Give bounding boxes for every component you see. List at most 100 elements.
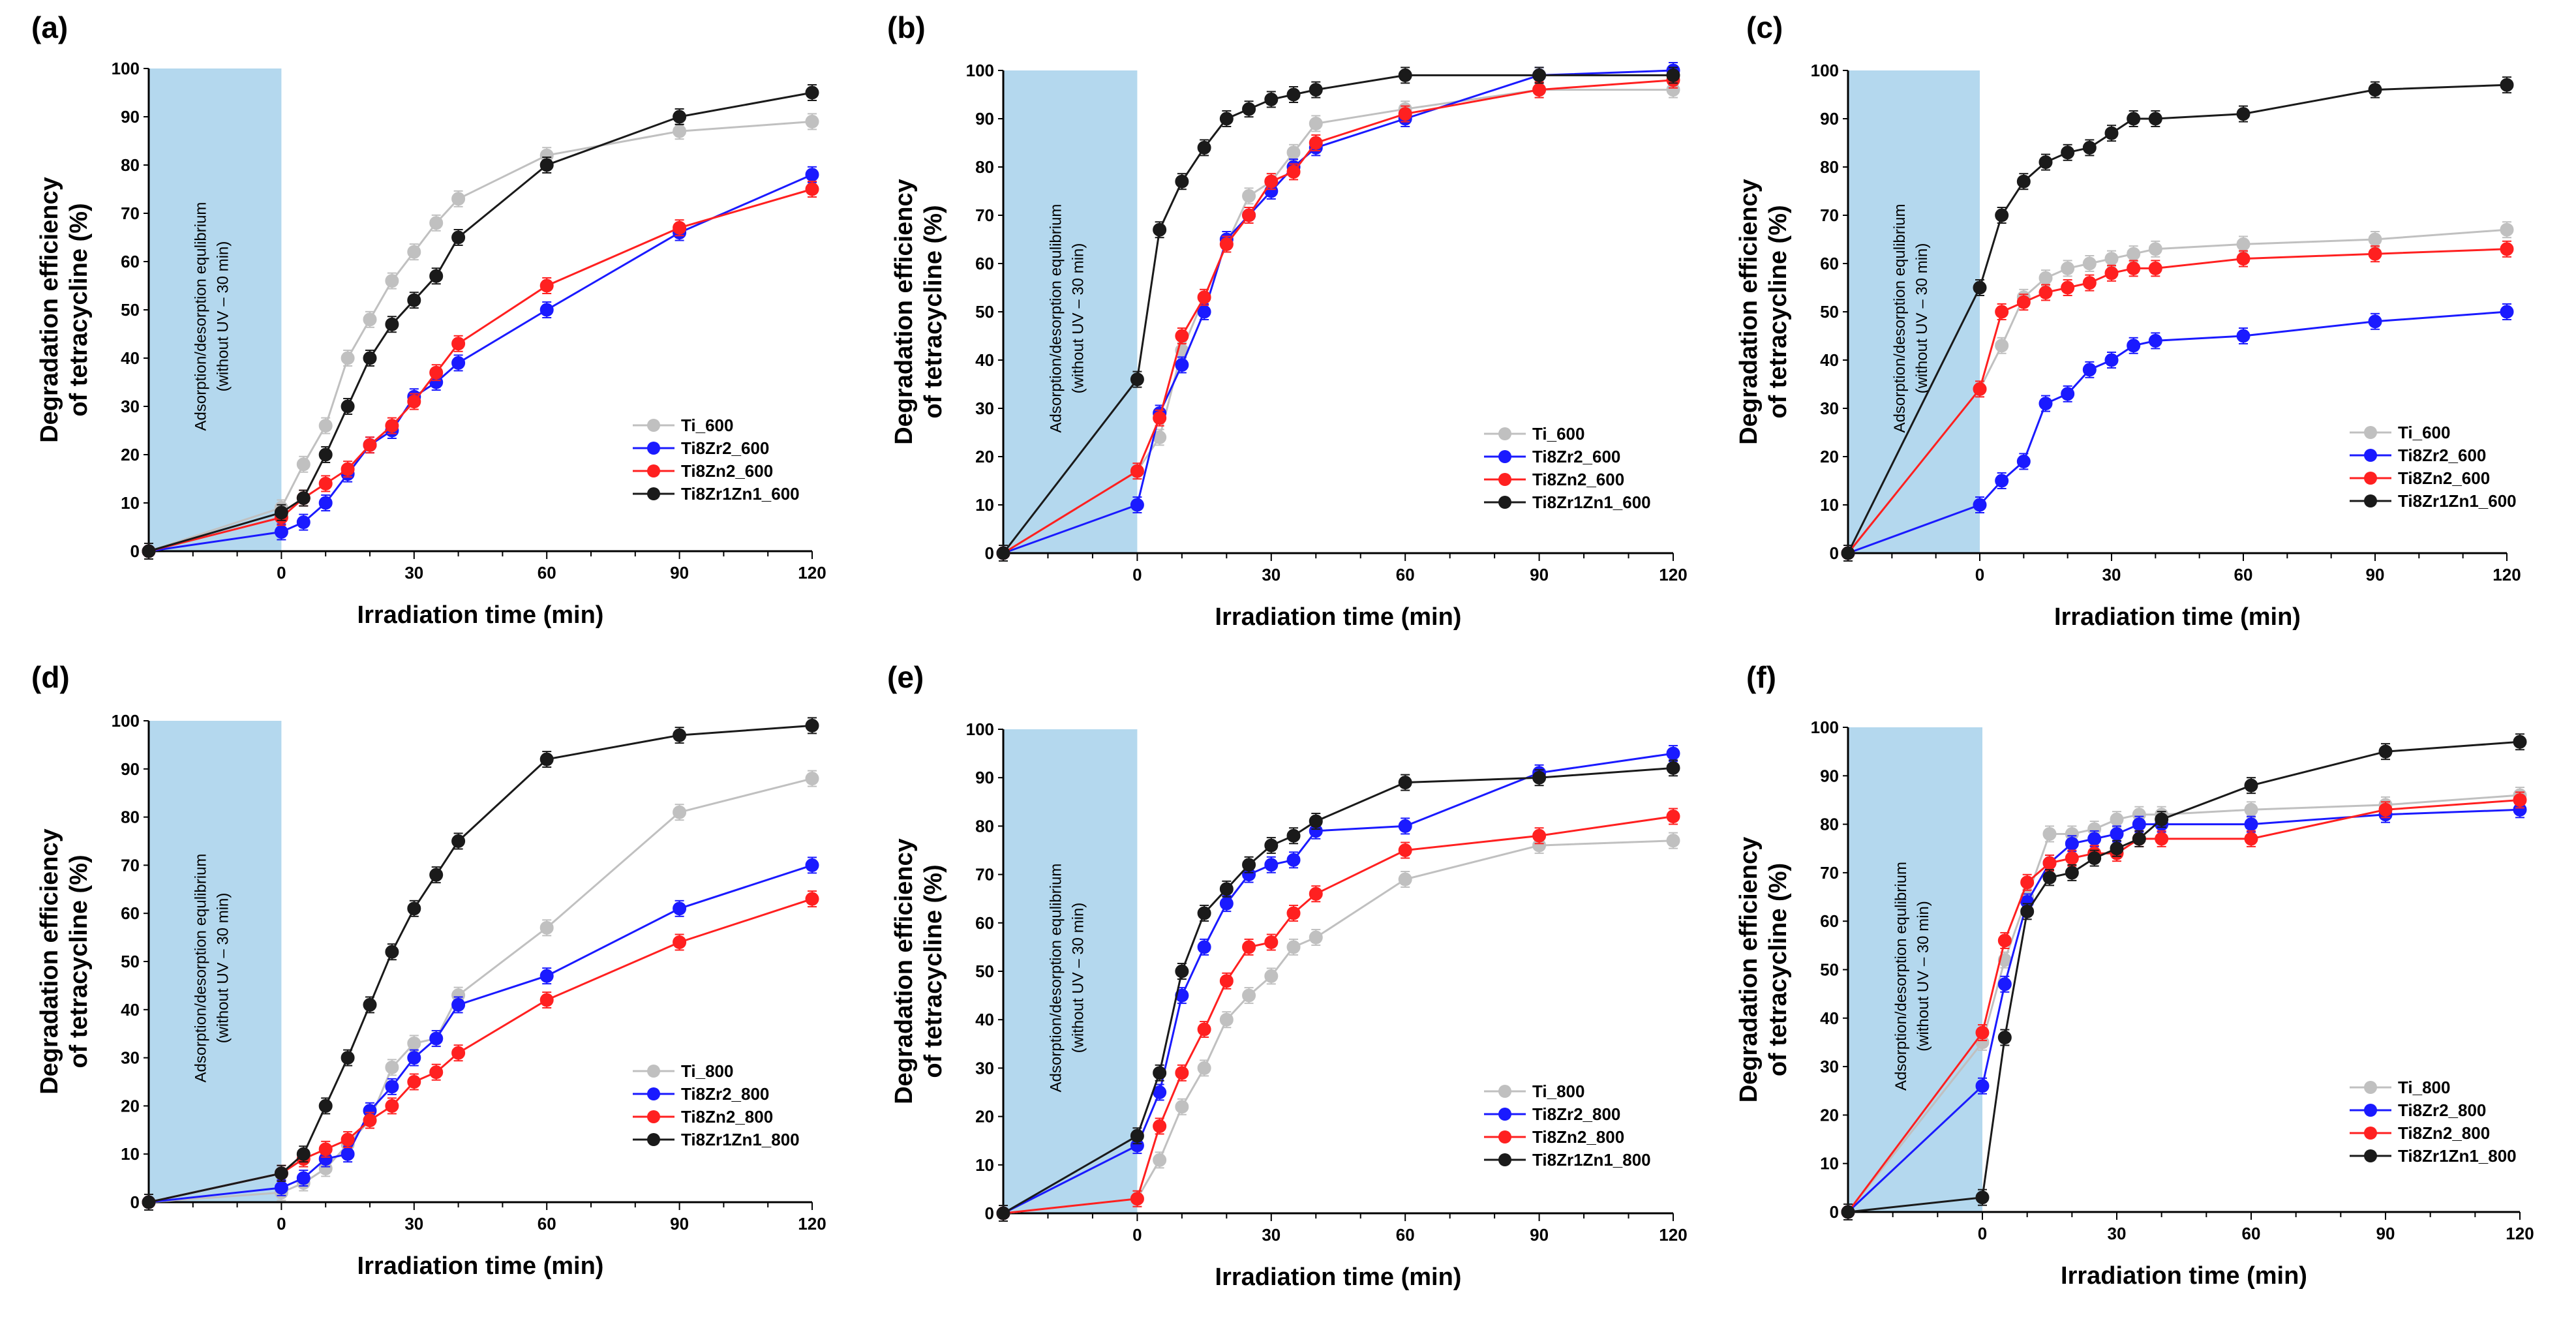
panel-a-legend-item-marker — [647, 464, 660, 477]
panel-b-adsorption-sublabel: (without UV – 30 min) — [1070, 243, 1087, 394]
panel-f-series-ti8zn2-800-point — [2020, 875, 2035, 890]
panel-f-x-axis-title: Irradiation time (min) — [2061, 1262, 2307, 1290]
panel-f-adsorption-sublabel: (without UV – 30 min) — [1915, 901, 1932, 1052]
panel-c-legend-item-marker — [2364, 472, 2377, 485]
panel-a-y-tick-label: 90 — [121, 107, 140, 127]
panel-e-x-tick-label: 60 — [1396, 1225, 1415, 1245]
panel-a-series-ti8zr1zn1-600-point — [274, 506, 288, 520]
panel-c-y-tick-label: 40 — [1820, 350, 1839, 370]
panel-e-letter: (e) — [887, 660, 924, 694]
panel-e-y-tick-label: 10 — [975, 1155, 994, 1175]
panel-b-y-tick-label: 40 — [975, 350, 994, 370]
panel-c-x-tick-label: 60 — [2234, 565, 2253, 584]
panel-c: (c) Adsorption/desorption equlibrium (with… — [1735, 10, 2521, 631]
panel-c-series-ti-600-point — [2127, 247, 2141, 261]
panel-b-series-ti8zr1zn1-600-point — [1130, 372, 1144, 387]
panel-b-series-ti8zr1zn1-600-point — [1286, 87, 1301, 102]
panel-d-series-ti8zr2-800-point — [451, 997, 466, 1012]
panel-f-series-ti8zr2-800-point — [1997, 977, 2012, 992]
panel-f-legend-item-label: Ti8Zr1Zn1_800 — [2398, 1146, 2517, 1166]
panel-b-y-tick-label: 20 — [975, 447, 994, 466]
panel-e-series-ti8zn2-800-point — [1532, 828, 1547, 843]
panel-d-series-ti8zr1zn1-800-point — [363, 997, 377, 1012]
panel-e-y-tick-label: 30 — [975, 1058, 994, 1078]
panel-b-series-ti8zr1zn1-600-point — [1666, 68, 1680, 82]
panel-f-letter: (f) — [1746, 660, 1776, 694]
panel-a-series-ti-600-point — [363, 312, 377, 327]
panel-f-legend-item-marker — [2364, 1149, 2377, 1162]
panel-a-x-tick-label: 90 — [670, 563, 689, 583]
panel-c-x-tick-label: 90 — [2366, 565, 2385, 584]
panel-c-series-ti-600-point — [2061, 261, 2075, 275]
panel-c-letter: (c) — [1746, 10, 1783, 44]
panel-d-series-ti-800-point — [385, 1060, 399, 1074]
panel-f-y-tick-label: 60 — [1820, 911, 1839, 931]
panel-f-series-ti8zr2-800-point — [2087, 832, 2102, 846]
panel-f-series-ti8zn2-800-point — [2513, 793, 2527, 807]
panel-c-series-ti8zr2-600-point — [2104, 353, 2119, 367]
panel-d-x-tick-label: 120 — [798, 1214, 826, 1234]
panel-c-series-ti8zr1zn1-600-point — [2368, 83, 2382, 97]
panel-c-x-tick-label: 30 — [2102, 565, 2121, 584]
panel-f-series-ti8zn2-800-point — [2155, 832, 2169, 846]
panel-d-y-tick-label: 50 — [121, 952, 140, 971]
panel-f-y-tick-label: 20 — [1820, 1105, 1839, 1125]
panel-b-series-ti8zr1zn1-600-point — [1175, 174, 1189, 189]
panel-f-legend-item-marker — [2364, 1081, 2377, 1094]
panel-d-y-axis-title: Degradation efficiency — [36, 828, 63, 1095]
panel-a-y-tick-label: 0 — [130, 541, 140, 561]
panel-c-series-ti8zr2-600-point — [2500, 305, 2514, 319]
panel-b-series-ti8zn2-600-point — [1309, 136, 1323, 150]
panel-e-series-ti8zn2-800-point — [1197, 1022, 1211, 1037]
panel-f-x-tick-label: 120 — [2506, 1224, 2534, 1243]
panel-a-series-ti8zn2-600-point — [451, 337, 466, 351]
panel-c-series-ti8zr1zn1-600-point — [2127, 112, 2141, 126]
panel-b-series-ti8zr1zn1-600-point — [1219, 112, 1234, 126]
panel-a-y-tick-label: 60 — [121, 252, 140, 271]
panel-a-legend-item-marker — [647, 487, 660, 500]
panel-f-series-ti8zn2-800-point — [1975, 1025, 1990, 1040]
panel-e-x-tick-label: 0 — [1132, 1225, 1142, 1245]
panel-b-series-ti8zn2-600-point — [1130, 464, 1144, 478]
panel-e-legend-item-label: Ti8Zn2_800 — [1532, 1127, 1624, 1147]
panel-a-x-axis-title: Irradiation time (min) — [357, 601, 604, 629]
panel-e-legend-item-marker — [1498, 1130, 1511, 1143]
panel-a-adsorption-label: Adsorption/desorption equlibrium — [192, 202, 210, 431]
panel-a-series-ti8zn2-600-point — [318, 476, 333, 491]
panel-f-y-tick-label: 40 — [1820, 1008, 1839, 1028]
panel-c-legend-item-label: Ti8Zn2_600 — [2398, 468, 2490, 488]
panel-d-series-ti8zr2-800-point — [539, 969, 554, 983]
panel-c-series-ti-600-point — [2082, 256, 2097, 271]
panel-e-series-ti8zr1zn1-800-point — [1153, 1066, 1167, 1080]
panel-a-y-axis-title: Degradation efficiency — [36, 177, 63, 443]
panel-d-series-ti8zr2-800-point — [805, 858, 819, 872]
panel-a-y-tick-label: 30 — [121, 397, 140, 416]
panel-d-letter: (d) — [31, 660, 70, 694]
panel-e-adsorption-label: Adsorption/desorption equlibrium — [1048, 864, 1065, 1093]
panel-c-series-ti8zr2-600-point — [2148, 333, 2162, 348]
panel-e-series-ti8zn2-800-point — [1666, 810, 1680, 824]
panel-c-series-ti8zr2-600-point — [2061, 387, 2075, 401]
panel-c-series-ti8zr2-600-point — [2127, 339, 2141, 353]
panel-f-legend-item-marker — [2364, 1127, 2377, 1140]
panel-b-series-ti8zn2-600-point — [1219, 237, 1234, 251]
panel-d-legend-item-label: Ti8Zr1Zn1_800 — [681, 1130, 800, 1149]
panel-b-series-ti8zr1zn1-600-point — [1398, 68, 1412, 82]
panel-d-x-tick-label: 0 — [277, 1214, 286, 1234]
panel-d-series-ti8zn2-800-point — [673, 935, 687, 949]
panel-b-x-tick-label: 0 — [1132, 565, 1142, 584]
panel-c-series-ti-600-point — [2104, 252, 2119, 266]
panel-c-adsorption-band — [1848, 70, 1980, 553]
panel-a-series-ti-600-point — [673, 124, 687, 138]
panel-b-series-ti8zn2-600-point — [1398, 107, 1412, 121]
panel-e-series-ti8zr2-800-point — [1175, 988, 1189, 1003]
panel-c-legend-item-label: Ti_600 — [2398, 423, 2450, 442]
panel-b-x-tick-label: 30 — [1262, 565, 1280, 584]
panel-f-legend-item-label: Ti_800 — [2398, 1078, 2450, 1097]
panel-c-series-ti8zn2-600-point — [2236, 252, 2250, 266]
panel-c-series-ti8zn2-600-point — [1995, 305, 2009, 319]
panel-c-series-ti8zn2-600-point — [2038, 285, 2053, 299]
panel-f-series-ti8zn2-800-point — [1997, 933, 2012, 948]
panel-d-x-tick-label: 90 — [670, 1214, 689, 1234]
panel-f-y-axis-title: Degradation efficiency — [1735, 837, 1763, 1103]
